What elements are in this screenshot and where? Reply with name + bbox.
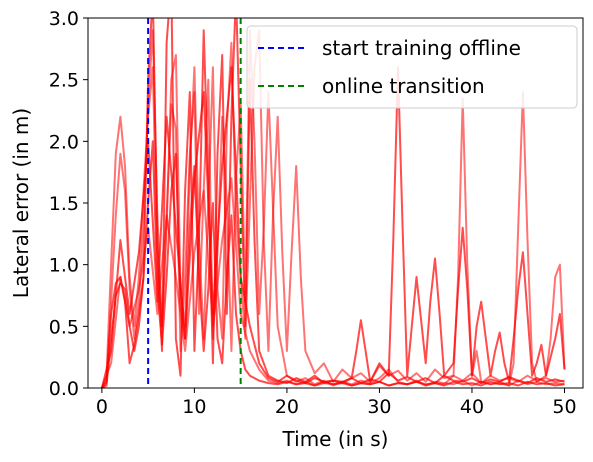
series-line-2 xyxy=(101,140,565,388)
x-tick-label: 10 xyxy=(182,396,206,418)
x-tick-label: 40 xyxy=(460,396,484,418)
y-tick-label: 1.0 xyxy=(49,255,79,277)
series-line-1 xyxy=(100,29,565,388)
legend-box xyxy=(246,25,578,109)
y-axis-label: Lateral error (in m) xyxy=(9,108,33,298)
x-tick-label: 50 xyxy=(552,396,576,418)
legend: start training offline online transition xyxy=(246,25,578,109)
y-tick-label: 3.0 xyxy=(49,8,79,30)
series-line-5 xyxy=(100,91,566,388)
x-tick-label: 0 xyxy=(96,396,108,418)
y-tick-label: 2.0 xyxy=(49,131,79,153)
legend-label-offline: start training offline xyxy=(322,36,521,60)
y-tick-label: 2.5 xyxy=(49,70,79,92)
y-tick-label: 0.0 xyxy=(49,378,79,400)
legend-label-online: online transition xyxy=(322,74,485,98)
x-tick-label: 20 xyxy=(275,396,299,418)
y-tick-label: 1.5 xyxy=(49,193,79,215)
x-tick-label: 30 xyxy=(367,396,391,418)
series-layer xyxy=(100,18,566,388)
y-tick-label: 0.5 xyxy=(49,316,79,338)
vertical-markers xyxy=(147,18,242,388)
axis-ticks: 0 10 20 30 40 50 0.0 0.5 1.0 1.5 2.0 2.5 3.0 xyxy=(49,8,577,418)
x-axis-label: Time (in s) xyxy=(282,427,389,451)
series-line-4 xyxy=(100,66,566,388)
